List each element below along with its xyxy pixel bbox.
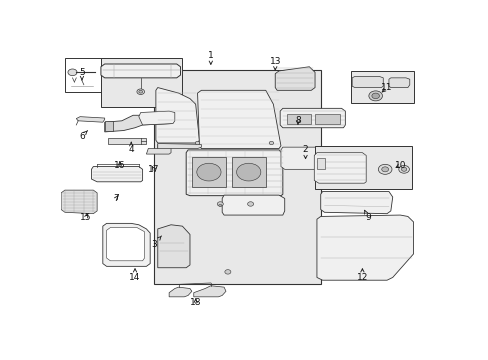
Polygon shape [316,215,413,280]
Circle shape [68,69,77,76]
Text: 11: 11 [381,83,392,92]
Text: 15: 15 [80,213,91,222]
Circle shape [139,90,142,93]
Text: 16: 16 [114,161,125,170]
Text: 8: 8 [294,116,300,125]
Polygon shape [222,195,284,215]
Polygon shape [76,117,104,122]
Bar [154,69,320,284]
Bar [108,138,146,144]
Bar [231,157,265,187]
Polygon shape [61,190,97,214]
Circle shape [381,167,388,172]
Text: 3: 3 [151,236,161,249]
Polygon shape [169,287,191,297]
Bar [316,158,324,169]
Bar [314,146,411,189]
Text: 18: 18 [189,298,201,307]
Circle shape [218,204,222,207]
Text: 13: 13 [269,57,281,70]
Polygon shape [158,225,189,268]
Circle shape [236,163,260,181]
Circle shape [398,166,408,173]
Circle shape [368,91,382,101]
Bar [314,114,339,123]
Polygon shape [102,223,150,266]
Bar [65,58,104,92]
Text: 14: 14 [129,269,141,282]
Circle shape [217,202,223,206]
Bar [286,114,311,123]
Bar [350,71,413,103]
Polygon shape [146,144,171,154]
Polygon shape [193,286,225,297]
Polygon shape [320,192,392,214]
Polygon shape [280,147,327,169]
Circle shape [268,141,273,145]
Circle shape [137,89,144,94]
Text: 17: 17 [148,165,160,174]
Circle shape [378,164,391,174]
Polygon shape [158,144,201,149]
Text: 12: 12 [356,269,367,282]
Bar [104,121,113,131]
Polygon shape [139,111,175,125]
Text: 1: 1 [207,51,213,64]
Text: 10: 10 [394,161,405,170]
Text: 7: 7 [113,194,119,203]
Bar [101,58,182,107]
Polygon shape [314,153,366,183]
Text: 5: 5 [79,68,85,80]
Polygon shape [106,228,144,261]
Circle shape [401,167,406,171]
Polygon shape [388,78,409,87]
Text: 6: 6 [79,131,87,140]
Polygon shape [186,150,282,195]
Circle shape [196,163,221,181]
Polygon shape [91,167,142,182]
Polygon shape [197,90,280,149]
Text: 2: 2 [302,145,308,159]
Circle shape [371,93,379,99]
Polygon shape [280,108,345,128]
Polygon shape [104,115,173,132]
Circle shape [247,202,253,206]
Polygon shape [351,76,383,87]
Bar [191,157,225,187]
Circle shape [195,141,200,145]
Text: 4: 4 [128,142,134,154]
Polygon shape [275,67,314,90]
Polygon shape [156,87,199,143]
Circle shape [224,270,230,274]
Polygon shape [101,64,180,78]
Text: 9: 9 [364,210,370,222]
